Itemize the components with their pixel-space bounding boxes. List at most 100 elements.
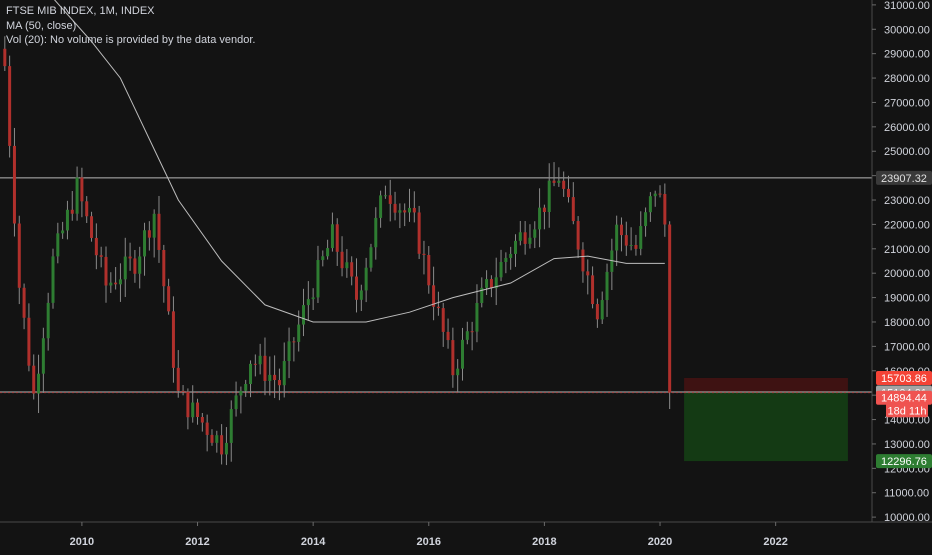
candle[interactable] <box>46 302 50 339</box>
candle[interactable] <box>639 226 643 249</box>
candle[interactable] <box>489 279 493 289</box>
candle[interactable] <box>379 195 383 218</box>
candle[interactable] <box>504 257 508 262</box>
price-label[interactable] <box>876 454 932 469</box>
take-profit-zone[interactable] <box>684 392 848 462</box>
candle[interactable] <box>412 207 416 213</box>
candle[interactable] <box>51 256 55 303</box>
candle[interactable] <box>65 209 69 231</box>
candle[interactable] <box>388 195 392 204</box>
candle[interactable] <box>345 262 349 269</box>
candle[interactable] <box>27 317 31 366</box>
candle[interactable] <box>90 216 94 238</box>
volume-legend[interactable]: Vol (20): No volume is provided by the d… <box>6 34 256 46</box>
candle[interactable] <box>277 380 281 386</box>
candle[interactable] <box>32 365 36 394</box>
candle[interactable] <box>600 300 604 320</box>
candle[interactable] <box>330 224 334 249</box>
candle[interactable] <box>3 48 7 67</box>
candle[interactable] <box>355 276 359 300</box>
candle[interactable] <box>41 338 45 374</box>
candle[interactable] <box>668 224 672 393</box>
candle[interactable] <box>147 230 151 238</box>
candle[interactable] <box>176 367 180 391</box>
candle[interactable] <box>200 417 204 423</box>
candle[interactable] <box>118 279 122 285</box>
candle[interactable] <box>364 267 368 291</box>
stop-loss-zone[interactable] <box>684 377 848 393</box>
candle[interactable] <box>167 286 171 312</box>
candle[interactable] <box>80 177 84 202</box>
candle[interactable] <box>619 224 623 236</box>
candle[interactable] <box>268 374 272 381</box>
candle[interactable] <box>456 368 460 376</box>
candle[interactable] <box>557 180 561 183</box>
candle[interactable] <box>581 249 585 272</box>
candle[interactable] <box>292 341 296 343</box>
candle[interactable] <box>644 212 648 227</box>
candle[interactable] <box>470 331 474 333</box>
candle[interactable] <box>552 180 556 183</box>
candle[interactable] <box>234 395 238 410</box>
candle[interactable] <box>61 230 65 234</box>
candle[interactable] <box>205 422 209 435</box>
candle[interactable] <box>586 271 590 276</box>
candle[interactable] <box>566 188 570 198</box>
candle[interactable] <box>37 373 41 394</box>
candle[interactable] <box>229 409 233 443</box>
candle[interactable] <box>263 355 267 381</box>
candle[interactable] <box>359 290 363 300</box>
candle[interactable] <box>85 201 89 217</box>
candle[interactable] <box>143 230 147 257</box>
candle[interactable] <box>104 256 108 286</box>
candle[interactable] <box>239 390 243 396</box>
candle[interactable] <box>403 210 407 213</box>
candle[interactable] <box>494 277 498 289</box>
candle[interactable] <box>562 180 566 189</box>
candle[interactable] <box>591 275 595 305</box>
candle[interactable] <box>432 285 436 307</box>
candle[interactable] <box>383 195 387 197</box>
candle[interactable] <box>436 306 440 309</box>
candle[interactable] <box>302 305 306 325</box>
candle[interactable] <box>465 331 469 340</box>
candle[interactable] <box>215 435 219 443</box>
candle[interactable] <box>191 402 195 418</box>
candle[interactable] <box>648 196 652 213</box>
candle[interactable] <box>374 217 378 248</box>
candle[interactable] <box>8 66 12 146</box>
candle[interactable] <box>576 221 580 250</box>
candle[interactable] <box>99 255 103 257</box>
candle[interactable] <box>624 235 628 246</box>
ma-line[interactable] <box>48 0 665 323</box>
candle[interactable] <box>297 324 301 342</box>
candle[interactable] <box>571 197 575 222</box>
price-label[interactable] <box>876 170 932 185</box>
candle[interactable] <box>224 442 228 455</box>
candle[interactable] <box>273 374 277 381</box>
candle[interactable] <box>422 253 426 255</box>
candle[interactable] <box>306 299 310 306</box>
candle[interactable] <box>528 237 532 244</box>
candle[interactable] <box>499 261 503 278</box>
candle[interactable] <box>282 361 286 386</box>
candle[interactable] <box>94 237 98 256</box>
candle[interactable] <box>109 282 113 286</box>
candle[interactable] <box>114 282 118 285</box>
candle[interactable] <box>17 223 21 288</box>
candle[interactable] <box>75 177 79 214</box>
candle[interactable] <box>162 249 166 287</box>
symbol-title[interactable]: FTSE MIB INDEX, 1M, INDEX <box>6 5 155 17</box>
candle[interactable] <box>249 363 253 384</box>
candle[interactable] <box>523 232 527 244</box>
candle[interactable] <box>335 224 339 252</box>
candle[interactable] <box>513 240 517 254</box>
candle[interactable] <box>316 260 320 298</box>
candle[interactable] <box>533 229 537 238</box>
candle[interactable] <box>446 331 450 341</box>
candle[interactable] <box>615 224 619 251</box>
candle[interactable] <box>658 193 662 195</box>
candle[interactable] <box>340 251 344 269</box>
price-label[interactable] <box>876 370 932 385</box>
